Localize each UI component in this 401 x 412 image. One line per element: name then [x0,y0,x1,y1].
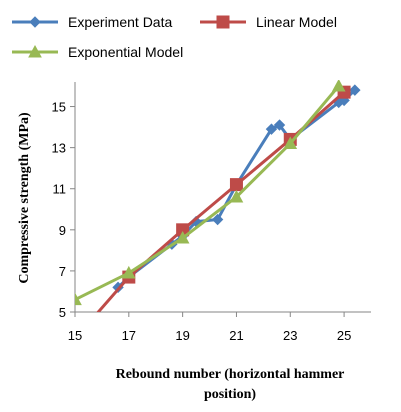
x-tick-label: 23 [283,328,297,343]
legend-marker [28,44,42,58]
legend-label: Exponential Model [68,44,183,60]
tick-labels: 15 17 19 21 23 25 5 7 9 11 13 15 [52,100,352,343]
x-tick-label: 21 [229,328,243,343]
data-point [211,213,224,226]
data-point [229,189,244,203]
legend-label: Experiment Data [68,14,172,30]
legend-entry: Experiment Data [12,14,172,30]
x-axis-title-line-1: Rebound number (horizontal hammer [116,367,345,382]
data-point [75,292,82,306]
legend-entry: Linear Model [200,14,337,30]
series-layer [75,80,361,326]
y-axis-title: Compressive strength (MPa) [17,112,32,284]
data-point [85,314,97,326]
y-tick-label: 9 [59,223,66,238]
legend-marker [29,16,41,28]
data-point [229,178,243,192]
x-tick-label: 15 [68,328,82,343]
legend-entry: Exponential Model [12,44,183,60]
axes [70,82,371,317]
data-point [283,136,298,150]
series-linear-model [85,85,351,326]
x-tick-label: 25 [337,328,351,343]
plot-area: 15 17 19 21 23 25 5 7 9 11 13 15 [52,80,371,343]
y-tick-label: 11 [53,182,67,197]
data-point [121,265,136,279]
legend-label: Linear Model [256,14,337,30]
data-point [331,80,346,92]
x-tick-label: 19 [175,328,189,343]
y-tick-label: 13 [52,141,66,156]
data-point [265,123,278,135]
data-point [273,119,286,131]
legend-marker [216,15,230,29]
data-point [175,230,190,244]
series-exponential-model [75,80,346,306]
x-axis-title-line-2: position) [204,387,256,402]
y-tick-label: 5 [59,305,66,320]
series-line [75,85,340,302]
data-point [349,84,361,96]
y-tick-label: 15 [52,100,66,115]
x-tick-label: 17 [122,328,136,343]
legend: Experiment Data Linear Model Exponential M… [12,14,337,60]
y-tick-label: 7 [59,264,66,279]
